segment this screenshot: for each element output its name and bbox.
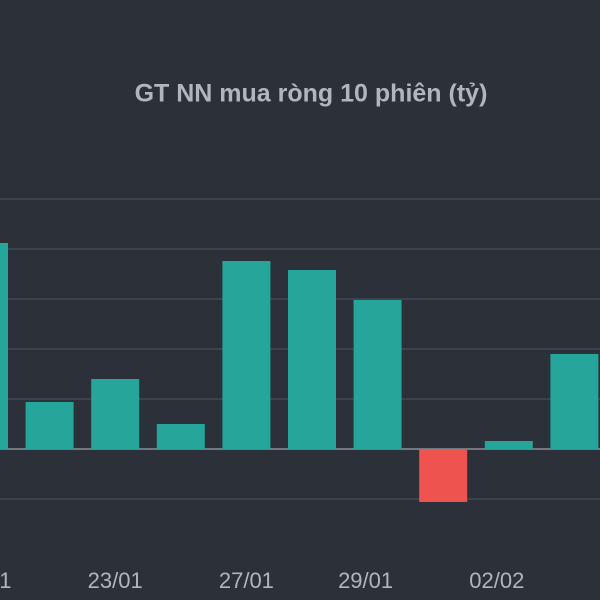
x-tick-label: 29/01 <box>338 568 393 593</box>
bar <box>25 402 74 449</box>
bar <box>156 424 205 449</box>
bar <box>419 449 468 502</box>
x-tick-label: 23/01 <box>88 568 143 593</box>
bar <box>91 379 140 449</box>
bar <box>484 441 533 449</box>
x-tick-label: 27/01 <box>219 568 274 593</box>
bar <box>0 243 8 449</box>
x-tick-label: 02/02 <box>469 568 524 593</box>
bar <box>288 270 336 449</box>
bar <box>550 354 599 449</box>
x-tick-label: 21/01 <box>0 568 12 593</box>
chart-title: GT NN mua ròng 10 phiên (tỷ) <box>135 80 488 108</box>
bar <box>353 300 402 449</box>
bar <box>222 261 271 449</box>
